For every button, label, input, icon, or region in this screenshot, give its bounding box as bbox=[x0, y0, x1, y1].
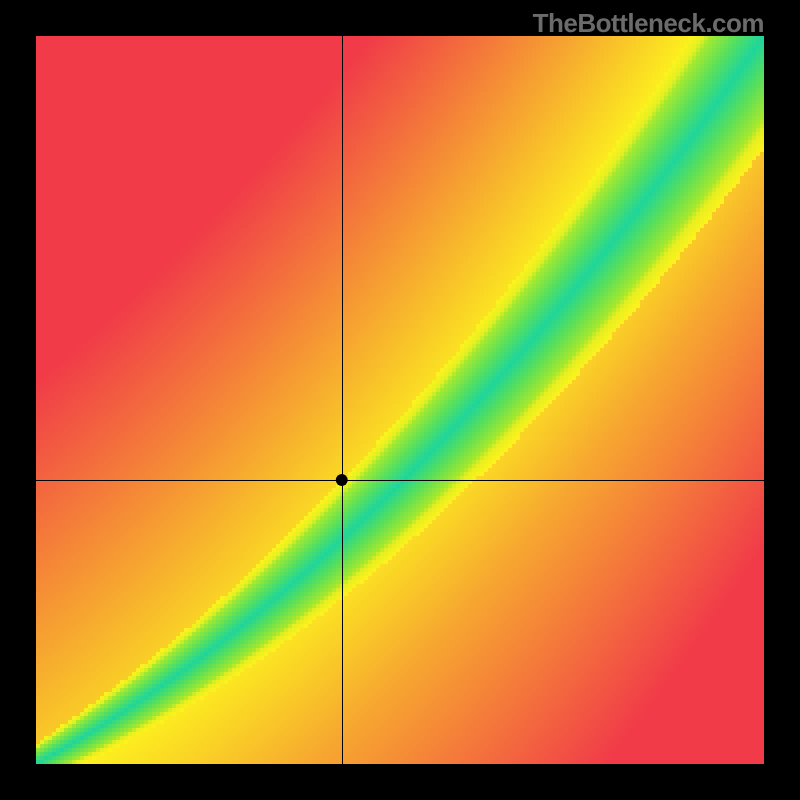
bottleneck-heatmap bbox=[36, 36, 764, 764]
chart-container: TheBottleneck.com bbox=[0, 0, 800, 800]
watermark-label: TheBottleneck.com bbox=[533, 8, 764, 39]
plot-area bbox=[36, 36, 764, 764]
